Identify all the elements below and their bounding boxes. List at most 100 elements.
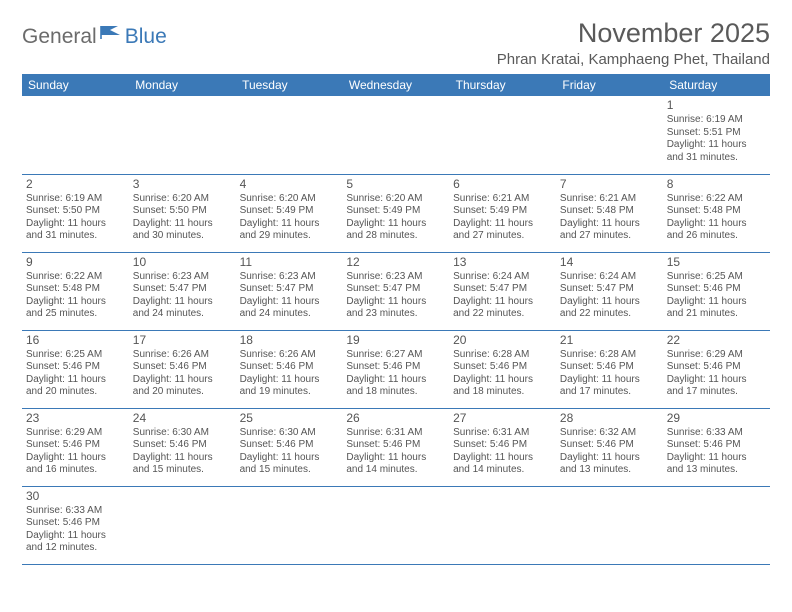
day-number: 8 xyxy=(667,177,766,192)
cell-line: and 27 minutes. xyxy=(560,230,659,243)
cell-line: Sunset: 5:47 PM xyxy=(453,283,552,296)
cell-line: Sunset: 5:49 PM xyxy=(453,205,552,218)
day-header: Tuesday xyxy=(236,74,343,96)
cell-line: and 14 minutes. xyxy=(453,464,552,477)
cell-line: and 15 minutes. xyxy=(240,464,339,477)
cell-line: Sunset: 5:49 PM xyxy=(346,205,445,218)
cell-line: Sunrise: 6:28 AM xyxy=(560,349,659,362)
cell-line: Daylight: 11 hours xyxy=(26,296,125,309)
cell-line: Sunrise: 6:28 AM xyxy=(453,349,552,362)
cell-line: Sunset: 5:51 PM xyxy=(667,127,766,140)
cell-line: and 20 minutes. xyxy=(133,386,232,399)
cell-line: Daylight: 11 hours xyxy=(346,218,445,231)
cell-line: Daylight: 11 hours xyxy=(26,452,125,465)
cell-line: Sunrise: 6:23 AM xyxy=(240,271,339,284)
cell-line: Sunset: 5:46 PM xyxy=(133,439,232,452)
cell-line: Sunrise: 6:20 AM xyxy=(240,193,339,206)
day-number: 17 xyxy=(133,333,232,348)
cell-line: Daylight: 11 hours xyxy=(133,296,232,309)
cell-line: Daylight: 11 hours xyxy=(26,218,125,231)
cell-line: Daylight: 11 hours xyxy=(560,296,659,309)
cell-line: Sunrise: 6:26 AM xyxy=(240,349,339,362)
cell-line: Sunrise: 6:24 AM xyxy=(453,271,552,284)
cell-line: Sunrise: 6:25 AM xyxy=(667,271,766,284)
cell-line: Daylight: 11 hours xyxy=(453,218,552,231)
cell-line: and 24 minutes. xyxy=(240,308,339,321)
cell-line: and 13 minutes. xyxy=(667,464,766,477)
day-number: 23 xyxy=(26,411,125,426)
cell-line: Daylight: 11 hours xyxy=(667,452,766,465)
cell-line: Daylight: 11 hours xyxy=(133,452,232,465)
cell-line: and 12 minutes. xyxy=(26,542,125,555)
calendar-cell xyxy=(129,96,236,174)
header: General Blue November 2025 Phran Kratai,… xyxy=(22,18,770,68)
cell-line: Sunset: 5:46 PM xyxy=(667,361,766,374)
calendar-cell xyxy=(236,96,343,174)
cell-line: Daylight: 11 hours xyxy=(667,218,766,231)
month-title: November 2025 xyxy=(497,18,770,49)
cell-line: Sunrise: 6:31 AM xyxy=(346,427,445,440)
cell-line: Sunset: 5:46 PM xyxy=(560,439,659,452)
cell-line: Daylight: 11 hours xyxy=(133,374,232,387)
cell-line: Daylight: 11 hours xyxy=(667,296,766,309)
day-number: 27 xyxy=(453,411,552,426)
calendar-body: 1Sunrise: 6:19 AMSunset: 5:51 PMDaylight… xyxy=(22,96,770,564)
cell-line: Daylight: 11 hours xyxy=(667,374,766,387)
day-number: 25 xyxy=(240,411,339,426)
cell-line: Daylight: 11 hours xyxy=(453,374,552,387)
cell-line: Sunset: 5:46 PM xyxy=(133,361,232,374)
day-number: 29 xyxy=(667,411,766,426)
cell-line: Sunset: 5:46 PM xyxy=(667,439,766,452)
cell-line: Sunrise: 6:23 AM xyxy=(346,271,445,284)
title-block: November 2025 Phran Kratai, Kamphaeng Ph… xyxy=(497,18,770,68)
cell-line: Sunset: 5:50 PM xyxy=(26,205,125,218)
calendar-row: 9Sunrise: 6:22 AMSunset: 5:48 PMDaylight… xyxy=(22,252,770,330)
cell-line: Sunset: 5:46 PM xyxy=(560,361,659,374)
cell-line: Sunrise: 6:21 AM xyxy=(560,193,659,206)
day-number: 22 xyxy=(667,333,766,348)
calendar-cell: 4Sunrise: 6:20 AMSunset: 5:49 PMDaylight… xyxy=(236,174,343,252)
day-number: 7 xyxy=(560,177,659,192)
cell-line: Daylight: 11 hours xyxy=(346,452,445,465)
cell-line: Daylight: 11 hours xyxy=(560,452,659,465)
calendar-cell: 12Sunrise: 6:23 AMSunset: 5:47 PMDayligh… xyxy=(342,252,449,330)
cell-line: Sunrise: 6:24 AM xyxy=(560,271,659,284)
calendar-cell xyxy=(663,486,770,564)
day-number: 4 xyxy=(240,177,339,192)
calendar-cell: 15Sunrise: 6:25 AMSunset: 5:46 PMDayligh… xyxy=(663,252,770,330)
calendar-cell: 16Sunrise: 6:25 AMSunset: 5:46 PMDayligh… xyxy=(22,330,129,408)
calendar-cell: 24Sunrise: 6:30 AMSunset: 5:46 PMDayligh… xyxy=(129,408,236,486)
calendar-cell: 3Sunrise: 6:20 AMSunset: 5:50 PMDaylight… xyxy=(129,174,236,252)
cell-line: and 26 minutes. xyxy=(667,230,766,243)
calendar-cell: 1Sunrise: 6:19 AMSunset: 5:51 PMDaylight… xyxy=(663,96,770,174)
calendar-cell: 11Sunrise: 6:23 AMSunset: 5:47 PMDayligh… xyxy=(236,252,343,330)
cell-line: and 28 minutes. xyxy=(346,230,445,243)
calendar-cell xyxy=(129,486,236,564)
calendar-cell: 18Sunrise: 6:26 AMSunset: 5:46 PMDayligh… xyxy=(236,330,343,408)
day-number: 26 xyxy=(346,411,445,426)
cell-line: Daylight: 11 hours xyxy=(240,296,339,309)
cell-line: and 22 minutes. xyxy=(453,308,552,321)
day-number: 21 xyxy=(560,333,659,348)
calendar-cell: 2Sunrise: 6:19 AMSunset: 5:50 PMDaylight… xyxy=(22,174,129,252)
cell-line: Sunset: 5:47 PM xyxy=(346,283,445,296)
cell-line: Sunrise: 6:31 AM xyxy=(453,427,552,440)
calendar-cell: 19Sunrise: 6:27 AMSunset: 5:46 PMDayligh… xyxy=(342,330,449,408)
calendar-cell xyxy=(449,96,556,174)
calendar-cell xyxy=(22,96,129,174)
day-number: 1 xyxy=(667,98,766,113)
cell-line: Daylight: 11 hours xyxy=(346,374,445,387)
day-header: Monday xyxy=(129,74,236,96)
cell-line: Sunrise: 6:32 AM xyxy=(560,427,659,440)
cell-line: and 14 minutes. xyxy=(346,464,445,477)
calendar-cell xyxy=(556,486,663,564)
cell-line: Daylight: 11 hours xyxy=(240,374,339,387)
cell-line: Sunset: 5:46 PM xyxy=(346,361,445,374)
logo-text-blue: Blue xyxy=(125,25,167,49)
day-number: 5 xyxy=(346,177,445,192)
calendar-cell: 13Sunrise: 6:24 AMSunset: 5:47 PMDayligh… xyxy=(449,252,556,330)
day-number: 10 xyxy=(133,255,232,270)
calendar-cell: 21Sunrise: 6:28 AMSunset: 5:46 PMDayligh… xyxy=(556,330,663,408)
day-number: 20 xyxy=(453,333,552,348)
day-header: Sunday xyxy=(22,74,129,96)
